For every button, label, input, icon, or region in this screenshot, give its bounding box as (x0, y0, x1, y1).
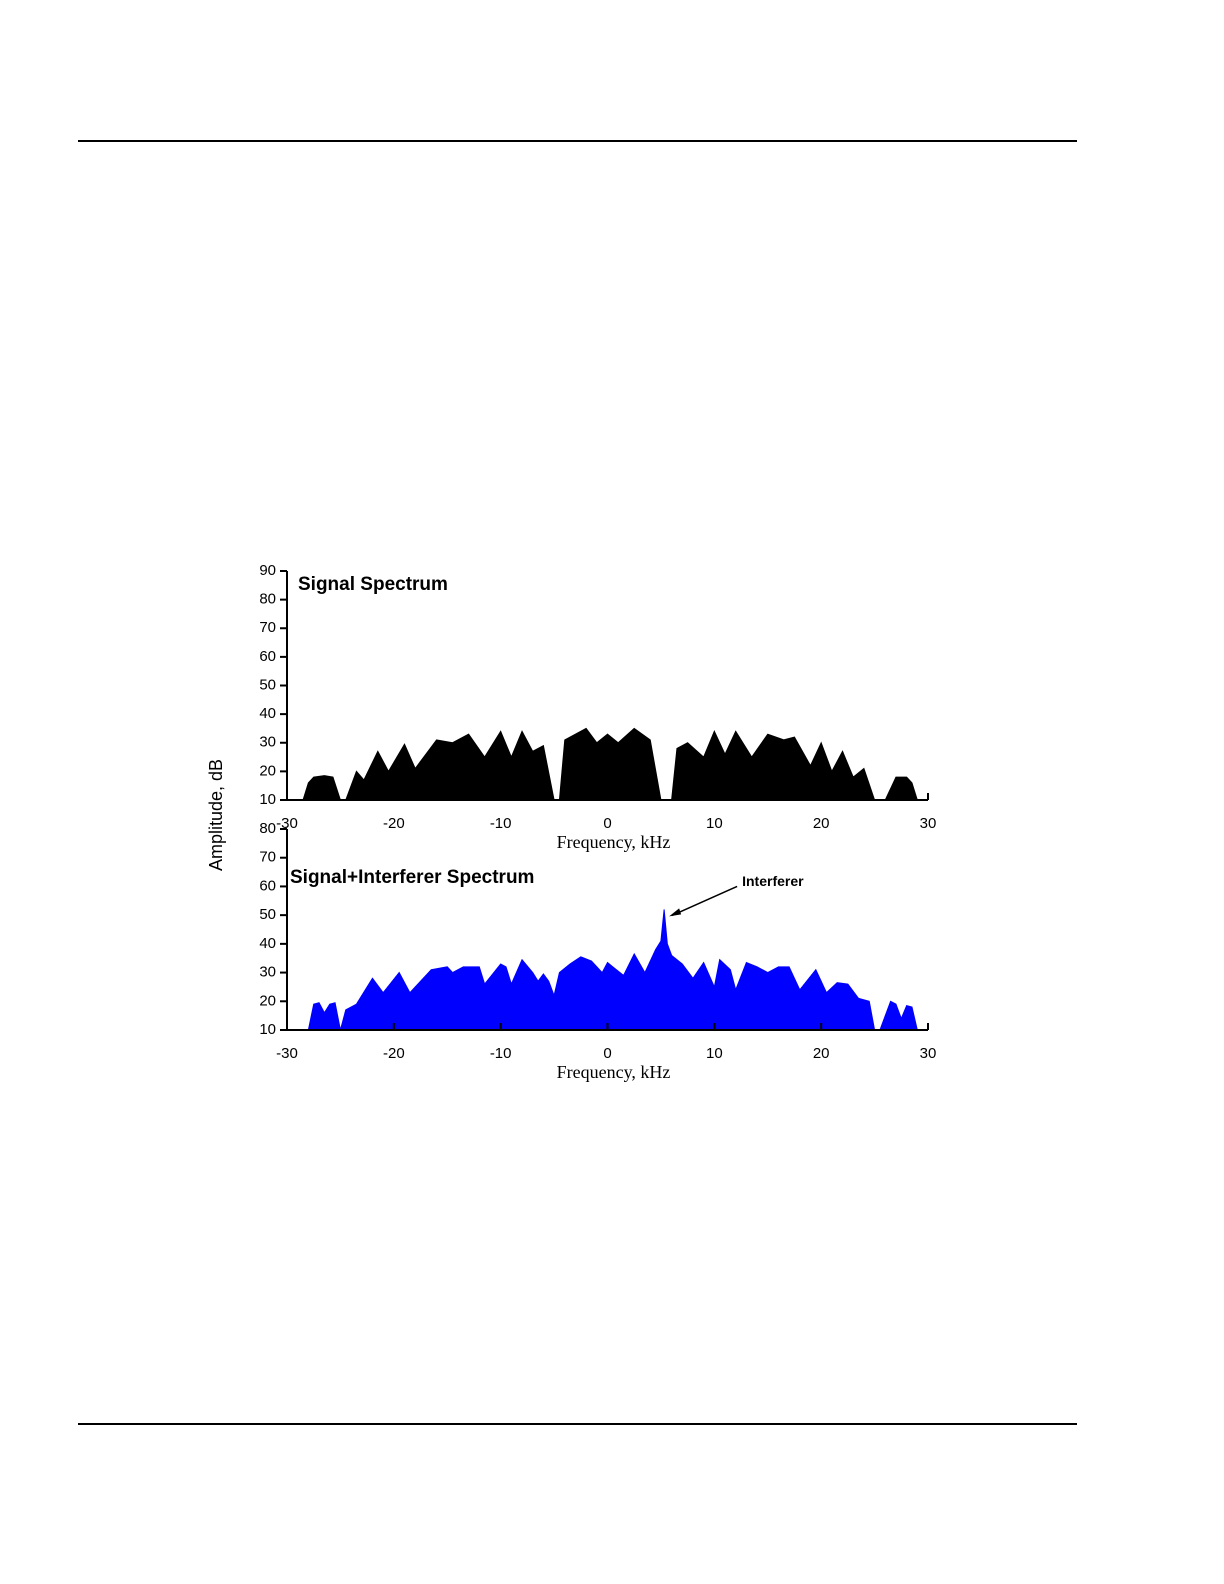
x-tick-label: -30 (276, 1045, 298, 1062)
x-tick-label: -20 (383, 1045, 405, 1062)
y-tick-label: 10 (259, 1021, 276, 1038)
x-tick-label: 20 (813, 1045, 830, 1062)
y-tick-label: 40 (259, 705, 276, 722)
y-tick-label: 10 (259, 791, 276, 808)
y-tick-label: 80 (259, 820, 276, 837)
x-axis-label: Frequency, kHz (557, 832, 671, 852)
y-tick-label: 50 (259, 676, 276, 693)
x-tick-label: -10 (490, 815, 512, 832)
x-tick-label: -20 (383, 815, 405, 832)
x-tick-label: 10 (706, 1045, 723, 1062)
area (307, 909, 918, 1031)
y-tick-label: 80 (259, 591, 276, 608)
y-tick-label: 40 (259, 935, 276, 952)
y-axis-label: Amplitude, dB (206, 759, 226, 871)
y-tick-label: 70 (259, 849, 276, 866)
x-tick-label: 10 (706, 815, 723, 832)
x-tick-label: 30 (920, 1045, 937, 1062)
chart-title: Signal+Interferer Spectrum (290, 867, 534, 888)
y-tick-label: 20 (259, 992, 276, 1009)
y-tick-label: 50 (259, 906, 276, 923)
y-tick-label: 30 (259, 964, 276, 981)
x-tick-label: 30 (920, 815, 937, 832)
annotation-arrowhead (669, 908, 682, 917)
y-tick-label: 30 (259, 734, 276, 751)
x-axis-label: Frequency, kHz (557, 1062, 671, 1082)
x-tick-label: -30 (276, 815, 298, 832)
chart-title: Signal Spectrum (298, 574, 448, 595)
annotation-arrow (671, 885, 738, 917)
x-tick-label: 20 (813, 815, 830, 832)
x-tick-label: -10 (490, 1045, 512, 1062)
x-tick-label: 0 (603, 815, 611, 832)
annotation: Interferer (742, 873, 804, 889)
y-tick-label: 20 (259, 762, 276, 779)
y-tick-label: 90 (259, 562, 276, 579)
y-tick-label: 60 (259, 648, 276, 665)
y-tick-label: 70 (259, 619, 276, 636)
x-tick-label: 0 (603, 1045, 611, 1062)
y-tick-label: 60 (259, 877, 276, 894)
area (302, 727, 918, 801)
